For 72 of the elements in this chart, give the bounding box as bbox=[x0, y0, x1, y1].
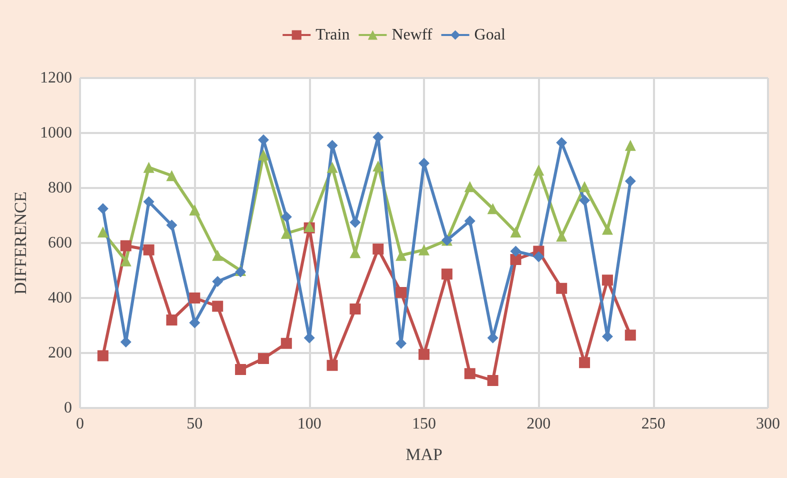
point bbox=[510, 246, 522, 257]
point bbox=[510, 254, 522, 265]
point bbox=[166, 314, 178, 326]
point bbox=[212, 250, 224, 261]
point bbox=[579, 357, 590, 368]
point bbox=[372, 244, 384, 255]
y-axis-title: DIFFERENCE bbox=[11, 192, 30, 294]
x-tick-label: 0 bbox=[76, 416, 84, 432]
point bbox=[326, 360, 338, 371]
point bbox=[212, 276, 224, 287]
point bbox=[143, 162, 154, 173]
point bbox=[258, 150, 269, 160]
point bbox=[396, 287, 407, 298]
point bbox=[212, 300, 224, 312]
point bbox=[579, 181, 590, 192]
point bbox=[166, 220, 178, 231]
point bbox=[602, 224, 613, 235]
legend-label: Goal bbox=[474, 26, 506, 44]
point bbox=[372, 160, 384, 172]
point bbox=[350, 304, 361, 314]
point bbox=[120, 240, 132, 252]
point bbox=[97, 226, 108, 238]
point bbox=[166, 170, 178, 182]
point bbox=[258, 353, 269, 364]
x-tick-label: 100 bbox=[297, 416, 322, 432]
y-tick-label: 1000 bbox=[40, 124, 72, 142]
point bbox=[624, 176, 636, 187]
point bbox=[464, 181, 476, 192]
y-tick-label: 200 bbox=[48, 344, 72, 362]
point bbox=[533, 251, 544, 262]
x-tick-label: 200 bbox=[526, 416, 551, 432]
point bbox=[280, 228, 292, 239]
point bbox=[487, 203, 498, 214]
point bbox=[418, 348, 430, 360]
x-tick-label: 300 bbox=[756, 416, 780, 432]
y-tick-label: 600 bbox=[48, 234, 72, 252]
point bbox=[235, 364, 246, 375]
point bbox=[579, 194, 590, 206]
point bbox=[533, 164, 544, 176]
point bbox=[464, 216, 476, 226]
point bbox=[326, 162, 338, 173]
y-tick-label: 1200 bbox=[40, 70, 72, 86]
legend-label: Newff bbox=[392, 26, 433, 44]
point bbox=[624, 140, 636, 151]
point bbox=[189, 317, 200, 328]
point bbox=[120, 255, 132, 266]
x-tick-label: 250 bbox=[641, 416, 666, 432]
x-axis-title: MAP bbox=[406, 445, 442, 464]
point bbox=[97, 350, 108, 362]
point bbox=[487, 375, 498, 386]
point bbox=[143, 196, 154, 208]
point bbox=[556, 230, 568, 242]
point bbox=[97, 203, 108, 214]
y-tick-label: 400 bbox=[48, 290, 72, 306]
point bbox=[280, 338, 292, 349]
point bbox=[464, 368, 476, 380]
point bbox=[396, 250, 407, 261]
y-tick-label: 800 bbox=[48, 180, 72, 196]
point bbox=[418, 244, 430, 256]
legend-label: Train bbox=[316, 26, 350, 44]
point bbox=[624, 330, 636, 341]
point bbox=[189, 292, 200, 304]
point bbox=[143, 244, 154, 256]
point bbox=[280, 211, 292, 222]
point bbox=[556, 282, 568, 294]
x-tick-label: 50 bbox=[186, 416, 203, 432]
point bbox=[441, 268, 452, 280]
point bbox=[189, 204, 200, 216]
point bbox=[602, 274, 613, 286]
point bbox=[510, 226, 522, 238]
y-tick-label: 0 bbox=[64, 400, 72, 416]
x-tick-label: 150 bbox=[412, 416, 436, 432]
